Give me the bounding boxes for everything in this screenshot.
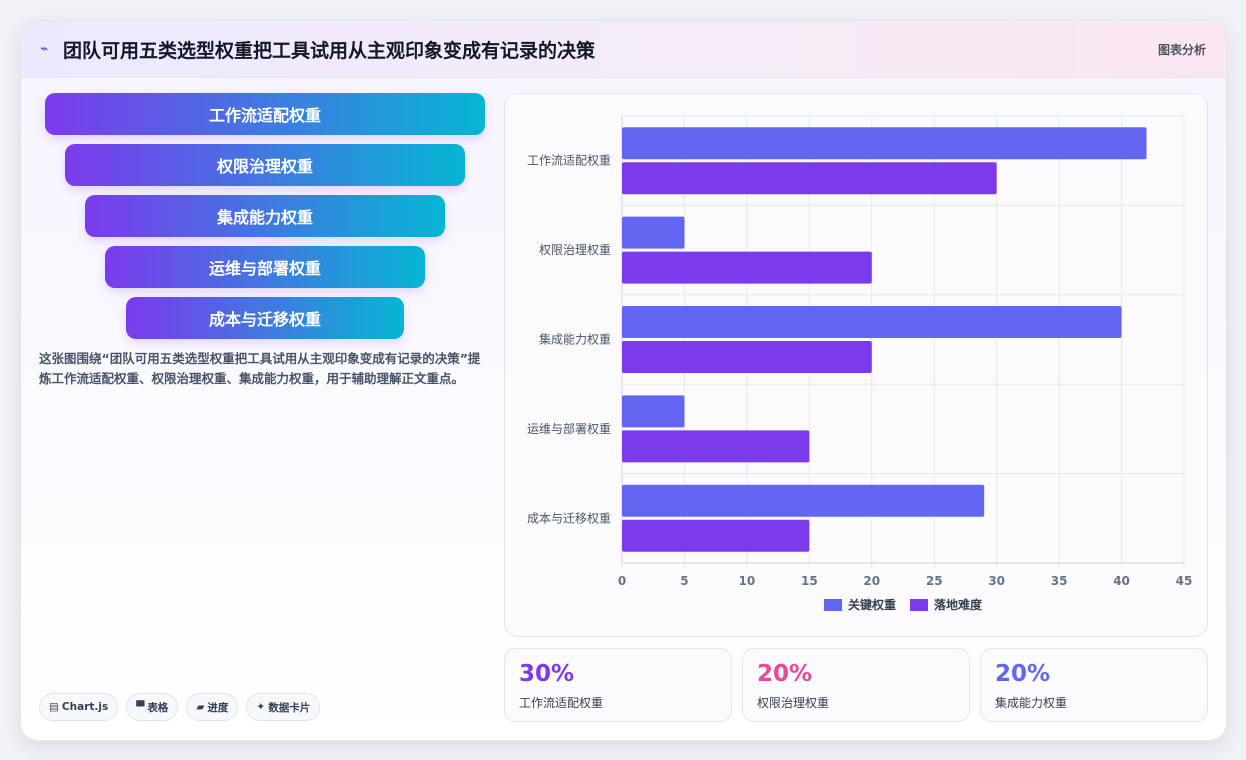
y-tick-label: 权限治理权重 [539,243,611,257]
x-tick-label: 10 [739,574,756,588]
chip-label: 进度 [207,701,229,714]
stat-card-integration: 20% 集成能力权重 [980,648,1208,722]
x-tick-label: 20 [863,574,880,588]
stat-value: 20% [757,661,813,687]
header-tag: 图表分析 [1157,43,1206,57]
legend-swatch [824,599,842,611]
chip-chartjs[interactable]: ▤ Chart.js [39,693,119,721]
chip-label: 表格 [147,701,169,714]
header-bar: ⌁ 团队可用五类选型权重把工具试用从主观印象变成有记录的决策 图表分析 [21,21,1226,78]
funnel-step-workflow: 工作流适配权重 [45,93,485,135]
chart-description: 这张图围绕“团队可用五类选型权重把工具试用从主观印象变成有记录的决策”提炼工作流… [39,351,481,386]
x-tick-label: 25 [926,574,943,588]
bar-key-weight [622,484,985,517]
stat-value: 20% [995,661,1051,687]
progress-icon: ▰ [196,701,205,713]
chart-panel: 0 5 10 15 20 25 30 35 40 45 工作流适配权重权限治理权重 集成能力权重运维与… [504,93,1208,637]
chip-label: Chart.js [61,701,109,713]
funnel-step-ops: 运维与部署权重 [105,246,425,288]
chart-line-icon: ⌁ [40,41,49,57]
bar-difficulty [622,162,997,195]
y-tick-label: 工作流适配权重 [527,154,611,168]
funnel-step-integration: 集成能力权重 [85,195,445,237]
legend-label: 关键权重 [848,597,896,612]
bar-difficulty [622,519,810,552]
chart-icon: ▤ [49,701,59,713]
chip-progress[interactable]: ▰ 进度 [186,693,239,721]
x-tick-label: 40 [1113,574,1130,588]
y-tick-label: 运维与部署权重 [527,421,611,436]
funnel-step-cost: 成本与迁移权重 [126,297,404,339]
legend-swatch [910,599,928,611]
x-tick-label: 30 [988,574,1005,588]
stat-card-permission: 20% 权限治理权重 [742,648,970,722]
chip-row: ▤ Chart.js ▀ 表格 ▰ 进度 ✦ 数据卡片 [39,693,321,721]
bar-key-weight [622,216,685,249]
bar-key-weight [622,306,1122,338]
page-title: 团队可用五类选型权重把工具试用从主观印象变成有记录的决策 [63,40,596,62]
x-tick-label: 15 [801,574,818,588]
stat-value: 30% [519,661,575,687]
funnel-step-permission: 权限治理权重 [65,144,465,186]
y-tick-label: 成本与迁移权重 [527,511,611,525]
chip-data-card[interactable]: ✦ 数据卡片 [246,693,321,721]
main-card: ⌁ 团队可用五类选型权重把工具试用从主观印象变成有记录的决策 图表分析 工作流适… [20,20,1227,741]
bar-key-weight [622,127,1147,160]
stat-card-workflow: 30% 工作流适配权重 [504,648,732,722]
bar-difficulty [622,430,810,463]
x-tick-label: 35 [1051,574,1068,588]
bar-difficulty [622,341,872,373]
chip-label: 数据卡片 [268,701,311,714]
x-tick-label: 45 [1176,574,1193,588]
sparkle-icon: ✦ [256,701,266,713]
bar-difficulty [622,251,872,284]
x-tick-label: 0 [618,574,626,588]
y-tick-label: 集成能力权重 [539,332,611,347]
stat-label: 工作流适配权重 [519,696,604,710]
chip-table[interactable]: ▀ 表格 [126,693,179,721]
bar-chart: 0 5 10 15 20 25 30 35 40 45 工作流适配权重权限治理权重集成能力权重运维与… [527,115,1193,612]
x-tick-label: 5 [680,574,688,588]
bar-key-weight [622,395,685,428]
stat-label: 集成能力权重 [995,696,1068,710]
stat-label: 权限治理权重 [757,696,830,710]
table-icon: ▀ [136,701,145,713]
legend-label: 落地难度 [934,597,983,612]
